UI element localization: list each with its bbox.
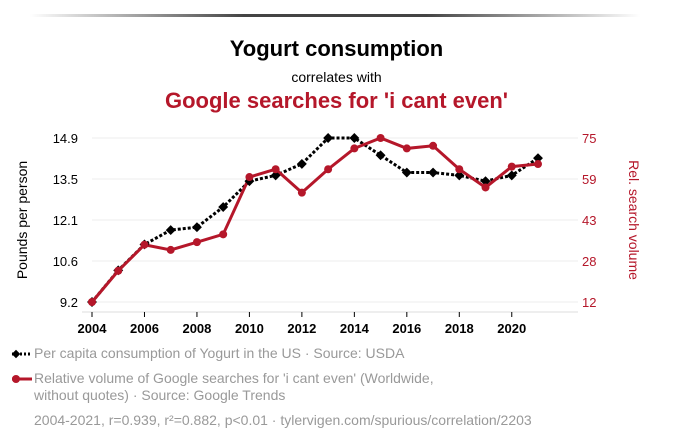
series2-point	[271, 165, 280, 174]
x-tick-label: 2018	[445, 321, 474, 336]
series1-point	[428, 167, 439, 178]
series2-point	[376, 134, 385, 142]
series1-point	[506, 170, 517, 181]
series-lines	[90, 136, 539, 303]
gridlines	[82, 137, 578, 313]
series2-point	[245, 173, 254, 182]
x-tick-label: 2020	[497, 321, 526, 336]
left-tick-label: 12.1	[53, 213, 78, 228]
chart-title: Yogurt consumption	[229, 36, 444, 61]
series2-point	[297, 188, 306, 197]
series1-point	[270, 170, 281, 181]
series2-point	[350, 144, 359, 153]
series2-point	[114, 266, 123, 275]
series1-point	[454, 170, 465, 181]
x-tick-label: 2016	[392, 321, 421, 336]
series2-point	[507, 162, 516, 171]
x-tick-label: 2008	[182, 321, 211, 336]
series1-point	[296, 158, 307, 169]
chart-subtitle: correlates with	[291, 69, 382, 85]
series2-point	[481, 183, 490, 192]
left-tick-label: 9.2	[60, 295, 78, 310]
series1-point	[349, 133, 360, 143]
left-tick-label: 10.6	[53, 254, 78, 269]
legend-label-series2-line2: without quotes) · Source: Google Trends	[34, 387, 286, 403]
series2-point	[402, 144, 411, 153]
x-tick-label: 2012	[287, 321, 316, 336]
series1-point	[165, 225, 176, 236]
legend-swatch-solid-circle	[12, 375, 32, 384]
right-tick-label: 28	[582, 254, 596, 269]
series1-point	[218, 202, 229, 213]
series2-point	[324, 165, 333, 174]
legend-label-series2-line1: Relative volume of Google searches for '…	[34, 370, 434, 386]
legend-swatch-dotted-diamond	[11, 350, 32, 359]
top-divider	[30, 14, 640, 17]
x-tick-label: 2004	[78, 321, 108, 336]
series2-point	[166, 245, 175, 254]
series2-point	[455, 165, 464, 174]
series1-point	[401, 167, 412, 178]
series2-point	[140, 240, 149, 249]
series-line-2	[90, 136, 539, 303]
x-tick-label: 2014	[340, 321, 370, 336]
legend-label-series1: Per capita consumption of Yogurt in the …	[34, 345, 405, 361]
series2-point	[192, 238, 201, 247]
right-tick-label: 43	[582, 213, 596, 228]
series1-point	[191, 222, 202, 233]
legend-item-series2: Relative volume of Google searches for '…	[10, 370, 434, 404]
right-axis-label: Rel. search volume	[626, 160, 642, 280]
series2-point	[534, 160, 542, 169]
left-axis-ticks: 9.2 10.6 12.1 13.5 14.9	[53, 131, 78, 310]
right-tick-label: 59	[582, 172, 596, 187]
chart-title-secondary: Google searches for 'i cant even'	[164, 88, 509, 113]
series1-point	[323, 133, 334, 143]
right-tick-label: 75	[582, 131, 596, 146]
legend-item-series1: Per capita consumption of Yogurt in the …	[10, 345, 404, 362]
footer-stats: 2004-2021, r=0.939, r²=0.882, p<0.01 · t…	[34, 412, 532, 428]
x-tick-label: 2010	[235, 321, 264, 336]
left-tick-label: 14.9	[53, 131, 78, 146]
series1-point	[375, 150, 386, 161]
series2-point	[88, 298, 96, 306]
x-tick-label: 2006	[130, 321, 159, 336]
x-axis-ticks: 2004 2006 2008 2010 2012 2014 2016 2018 2020	[78, 312, 526, 336]
series1-point	[533, 153, 543, 164]
series-line-1	[90, 136, 539, 303]
series2-point	[219, 230, 228, 239]
series-markers	[87, 133, 543, 307]
right-axis-ticks: 12 28 43 59 75	[582, 131, 596, 310]
left-axis-label: Pounds per person	[14, 161, 30, 279]
left-tick-label: 13.5	[53, 172, 78, 187]
series2-point	[429, 141, 438, 150]
right-tick-label: 12	[582, 295, 596, 310]
series1-point	[480, 176, 491, 187]
